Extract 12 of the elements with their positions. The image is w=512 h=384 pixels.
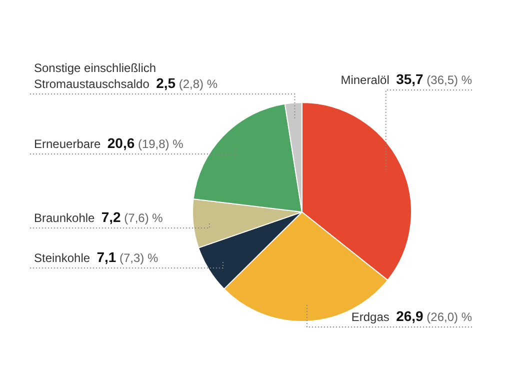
slice-label: Erneuerbare [34,137,108,151]
slice-label: Steinkohle [34,251,97,265]
data-label: 26,9 (26,0) % [396,308,472,324]
data-label: 20,6 (19,8) % [107,135,184,151]
slice-label: Sonstige einschließlich Stromaustauschsaldo [34,61,156,91]
data-label: 35,7 (36,5) % [396,71,472,87]
slice-label: Mineralöl [340,73,396,87]
data-label: 7,2 (7,6) % [101,209,164,225]
data-label: 2,5 (2,8) % [156,75,218,91]
data-label: 7,1 (7,3) % [96,249,159,265]
slice-label: Erdgas [351,310,396,324]
slice-label: Braunkohle [34,211,102,225]
